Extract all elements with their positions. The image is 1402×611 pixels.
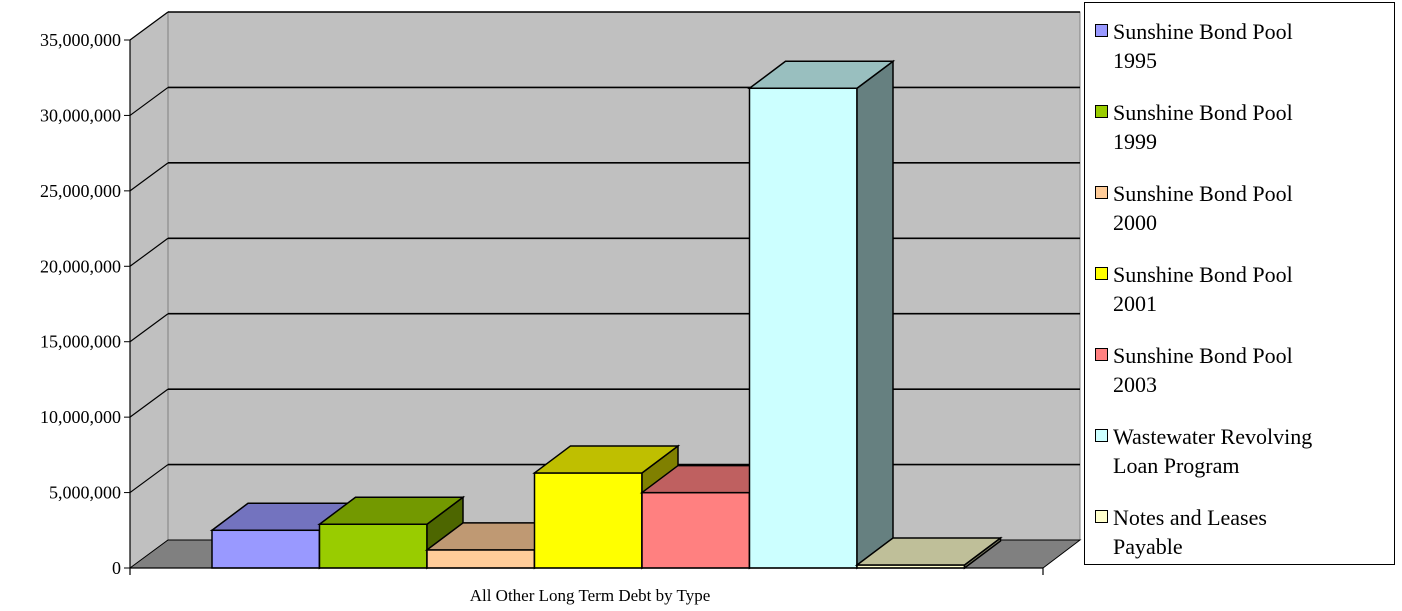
legend-label-line2: 1995 — [1113, 48, 1157, 73]
gridline-side — [129, 237, 169, 267]
legend-item: Sunshine Bond Pool 2001 — [1095, 260, 1387, 318]
bar-side — [856, 59, 894, 570]
y-tick-label: 30,000,000 — [40, 105, 121, 125]
y-tick-label: 20,000,000 — [40, 256, 121, 276]
y-tick-label: 25,000,000 — [40, 181, 121, 201]
gridline-side — [129, 11, 169, 41]
y-tick-label: 5,000,000 — [49, 483, 121, 503]
legend-swatch — [1095, 510, 1108, 523]
legend-label-line1: Sunshine Bond Pool — [1113, 181, 1293, 206]
legend-label-line2: Payable — [1113, 534, 1183, 559]
legend-swatch — [1095, 186, 1108, 199]
y-tick-label: 15,000,000 — [40, 332, 121, 352]
axes — [129, 40, 1044, 575]
legend-label-line1: Sunshine Bond Pool — [1113, 19, 1293, 44]
y-tick-label: 10,000,000 — [40, 407, 121, 427]
gridline-side — [129, 388, 169, 418]
bar-front — [748, 87, 858, 569]
gridline-side — [129, 162, 169, 192]
bar-front — [211, 529, 321, 569]
legend-item: Sunshine Bond Pool 1995 — [1095, 17, 1387, 75]
legend-label-line1: Sunshine Bond Pool — [1113, 100, 1293, 125]
gridline-side — [129, 86, 169, 116]
gridline-side — [129, 313, 169, 343]
legend-swatch — [1095, 24, 1108, 37]
bars — [209, 59, 1003, 570]
legend-label-line2: 1999 — [1113, 129, 1157, 154]
bar-top — [747, 60, 896, 90]
bar-front — [641, 491, 751, 569]
legend-label-line2: 2001 — [1113, 291, 1157, 316]
y-tick-label: 0 — [112, 558, 121, 578]
legend-label-line1: Wastewater Revolving — [1113, 424, 1313, 449]
legend-item: Wastewater Revolving Loan Program — [1095, 422, 1387, 480]
legend-label-line2: 2000 — [1113, 210, 1157, 235]
bar-front — [426, 549, 536, 569]
side-wall — [129, 11, 169, 569]
legend-item: Sunshine Bond Pool 2000 — [1095, 179, 1387, 237]
bar-top — [317, 496, 466, 526]
legend-label-line1: Notes and Leases — [1113, 505, 1267, 530]
x-axis-label: All Other Long Term Debt by Type — [470, 586, 711, 605]
legend-swatch — [1095, 105, 1108, 118]
bar-top — [532, 445, 681, 474]
legend-item: Sunshine Bond Pool 2003 — [1095, 341, 1387, 399]
bar-top — [854, 537, 1003, 566]
legend-item: Notes and Leases Payable — [1095, 503, 1387, 561]
gridlines — [129, 11, 1080, 494]
bar-front — [533, 472, 643, 569]
legend-swatch — [1095, 429, 1108, 442]
legend-label-line1: Sunshine Bond Pool — [1113, 262, 1293, 287]
bar — [747, 59, 896, 570]
bar — [854, 536, 1003, 570]
legend-swatch — [1095, 267, 1108, 280]
y-axis-ticks: 0 5,000,000 10,000,000 15,000,000 20,000,000… — [40, 30, 130, 578]
legend-label-line1: Sunshine Bond Pool — [1113, 343, 1293, 368]
chart: 0 5,000,000 10,000,000 15,000,000 20,000,000… — [40, 11, 1082, 605]
gridline-side — [129, 464, 169, 494]
bar-front — [318, 523, 428, 569]
y-tick-label: 35,000,000 — [40, 30, 121, 50]
legend-item: Sunshine Bond Pool 1999 — [1095, 98, 1387, 156]
legend: Sunshine Bond Pool 1995 Sunshine Bond Pool… — [1084, 2, 1395, 565]
legend-label-line2: 2003 — [1113, 372, 1157, 397]
legend-label-line2: Loan Program — [1113, 453, 1240, 478]
legend-swatch — [1095, 348, 1108, 361]
